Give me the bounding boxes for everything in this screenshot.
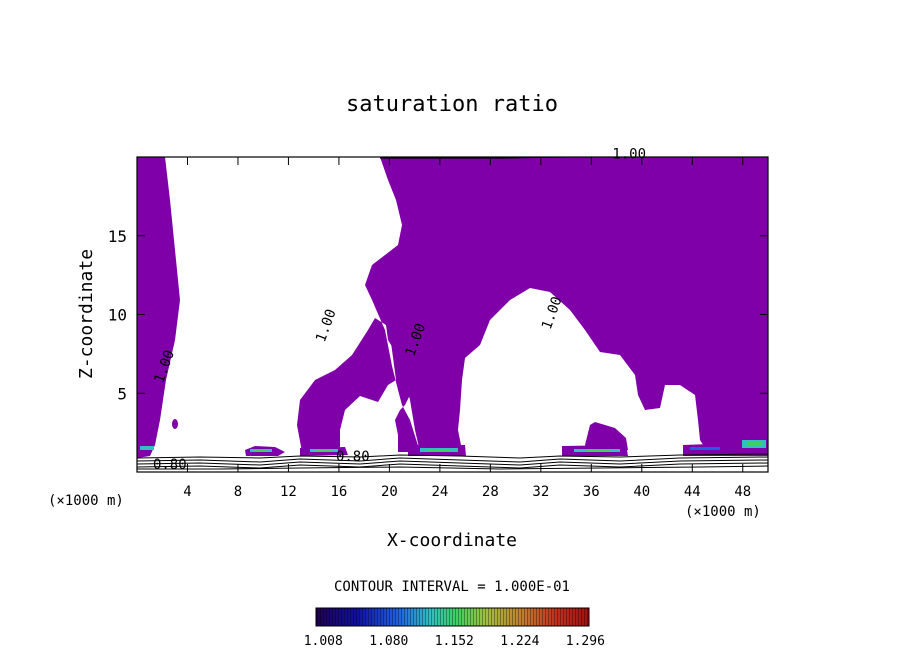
x-axis-label: X-coordinate — [387, 530, 517, 551]
colorbar-tick-label: 1.080 — [369, 634, 408, 649]
saturated-region-main — [297, 157, 768, 455]
x-tick-label: 44 — [684, 484, 701, 500]
colorbar-tick-label: 1.008 — [304, 634, 343, 649]
x-tick-labels: 4 8 12 16 20 24 28 32 36 40 44 48 — [183, 484, 751, 500]
saturated-blob-x3 — [172, 419, 178, 429]
x-units-right: (×1000 m) — [685, 504, 761, 520]
low-level-contours — [137, 453, 768, 470]
contour-label: 1.00 — [612, 147, 646, 163]
contour-label: 1.00 — [539, 295, 566, 332]
y-tick-labels: 5 10 15 — [108, 227, 127, 404]
contour-interval-text: CONTOUR INTERVAL = 1.000E-01 — [334, 579, 570, 595]
y-axis-label: Z-coordinate — [76, 249, 97, 379]
x-units-left: (×1000 m) — [48, 493, 124, 509]
contour-label: 0.80 — [336, 449, 370, 465]
contour-label: 1.00 — [313, 307, 340, 344]
x-tick-label: 16 — [330, 484, 347, 500]
x-tick-label: 48 — [734, 484, 751, 500]
x-tick-label: 12 — [280, 484, 297, 500]
y-tick-label: 15 — [108, 227, 127, 246]
colorbar-labels: 1.008 1.080 1.152 1.224 1.296 — [304, 634, 605, 649]
x-tick-label: 32 — [532, 484, 549, 500]
colorbar-tick-label: 1.152 — [435, 634, 474, 649]
x-tick-label: 28 — [482, 484, 499, 500]
x-tick-label: 4 — [183, 484, 191, 500]
x-tick-label: 40 — [633, 484, 650, 500]
chart-title: saturation ratio — [346, 92, 558, 117]
colorbar-tick-label: 1.224 — [500, 634, 539, 649]
y-tick-label: 10 — [108, 306, 127, 325]
supersaturated-cores — [140, 440, 766, 452]
x-tick-label: 20 — [381, 484, 398, 500]
colorbar-frame — [315, 607, 590, 627]
contour-label: 0.80 — [153, 457, 187, 473]
colorbar-tick-label: 1.296 — [566, 634, 605, 649]
x-tick-label: 36 — [583, 484, 600, 500]
saturation-fill — [137, 157, 768, 470]
axis-ticks — [137, 157, 768, 472]
colorbar-stripes — [316, 608, 589, 626]
saturated-region-left — [137, 157, 180, 458]
x-tick-label: 24 — [431, 484, 448, 500]
x-tick-label: 8 — [234, 484, 242, 500]
y-tick-label: 5 — [117, 384, 127, 403]
